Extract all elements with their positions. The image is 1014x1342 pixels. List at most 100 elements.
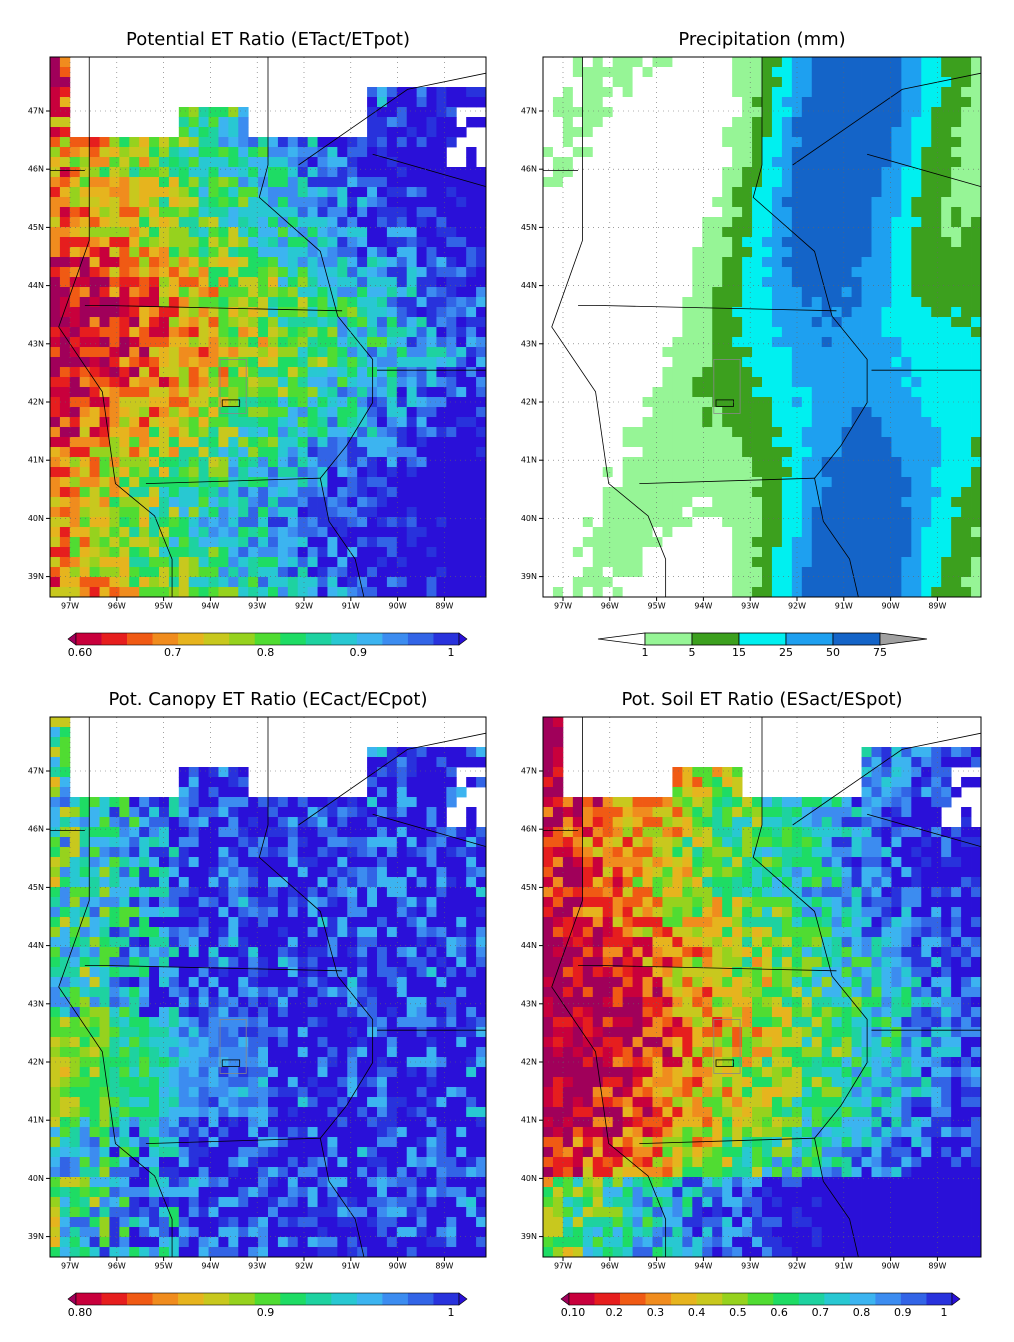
map-cell <box>327 167 338 178</box>
map-cell <box>612 167 624 178</box>
map-cell <box>622 427 633 438</box>
map-cell <box>841 277 852 288</box>
map-cell <box>89 817 100 828</box>
map-cell <box>971 437 982 448</box>
map-cell <box>752 67 763 78</box>
map-cell <box>436 807 447 818</box>
map-cell <box>672 267 683 278</box>
map-cell <box>951 257 962 268</box>
map-cell <box>208 127 219 138</box>
map-cell <box>901 67 912 78</box>
map-cell <box>582 557 594 568</box>
map-cell <box>931 327 942 338</box>
map-cell <box>327 497 338 508</box>
map-cell <box>367 557 378 568</box>
lat-label: 44N <box>28 281 44 290</box>
map-cell <box>139 277 150 288</box>
map-cell <box>692 347 703 358</box>
site-box <box>713 358 741 414</box>
map-cell <box>672 137 683 148</box>
map-cell <box>317 297 328 308</box>
map-cell <box>476 317 487 328</box>
map-cell <box>632 407 643 418</box>
map-cell <box>377 787 388 798</box>
map-cell <box>396 827 408 838</box>
map-cell <box>931 427 942 438</box>
map-cell <box>692 387 703 398</box>
map-cell <box>582 527 594 538</box>
map-cell <box>911 307 922 318</box>
map-cell <box>901 137 912 148</box>
map-cell <box>476 827 487 838</box>
map-cell <box>476 237 487 248</box>
map-cell <box>297 517 309 528</box>
map-cell <box>149 437 160 448</box>
map-cell <box>672 497 683 508</box>
map-cell <box>831 477 843 488</box>
map-cell <box>297 527 309 538</box>
map-cell <box>59 257 71 268</box>
map-cell <box>99 267 110 278</box>
map-cell <box>476 447 487 458</box>
map-cell <box>99 327 110 338</box>
map-cell <box>347 577 358 588</box>
map-cell <box>821 157 833 168</box>
map-cell <box>386 757 398 768</box>
map-cell <box>622 547 633 558</box>
map-cell <box>149 527 160 538</box>
map-cell <box>109 827 120 838</box>
colorbar-segment <box>229 633 256 645</box>
map-cell <box>672 297 683 308</box>
map-cell <box>377 237 388 248</box>
map-cell <box>466 807 477 818</box>
map-cell <box>317 147 328 158</box>
map-cell <box>317 307 328 318</box>
map-cell <box>612 87 624 98</box>
map-cell <box>921 537 932 548</box>
map-cell <box>672 527 683 538</box>
map-cell <box>466 547 477 558</box>
map-cell <box>582 427 594 438</box>
map-cell <box>59 377 71 388</box>
map-cell <box>149 577 160 588</box>
map-cell <box>119 277 130 288</box>
map-cell <box>951 57 962 68</box>
map-cell <box>198 267 209 278</box>
map-cell <box>218 247 229 258</box>
map-cell <box>208 367 219 378</box>
map-cell <box>238 107 249 118</box>
map-cell <box>841 247 852 258</box>
map-cell <box>50 267 61 278</box>
map-cell <box>632 387 643 398</box>
map-cell <box>881 277 892 288</box>
map-cell <box>911 457 922 468</box>
map-cell <box>287 417 299 428</box>
map-cell <box>446 557 457 568</box>
map-cell <box>692 527 703 538</box>
map-cell <box>881 247 892 258</box>
map-cell <box>582 477 594 488</box>
map-cell <box>652 217 663 228</box>
map-cell <box>109 247 120 258</box>
map-cell <box>109 437 120 448</box>
map-cell <box>692 257 703 268</box>
map-cell <box>178 407 190 418</box>
map-cell <box>159 457 170 468</box>
map-cell <box>416 367 427 378</box>
map-cell <box>307 407 318 418</box>
map-cell <box>692 67 703 78</box>
map-cell <box>456 567 467 578</box>
map-cell <box>961 217 972 228</box>
colorbar-segment <box>433 633 460 645</box>
map-cell <box>732 347 743 358</box>
map-cell <box>386 377 398 388</box>
colorbar-segment <box>178 633 204 645</box>
map-cell <box>871 127 882 138</box>
map-cell <box>961 357 972 368</box>
map-cell <box>781 157 793 168</box>
map-cell <box>911 317 922 328</box>
map-cell <box>841 217 852 228</box>
map-cell <box>722 317 733 328</box>
map-cell <box>831 397 843 408</box>
map-cell <box>456 97 467 108</box>
